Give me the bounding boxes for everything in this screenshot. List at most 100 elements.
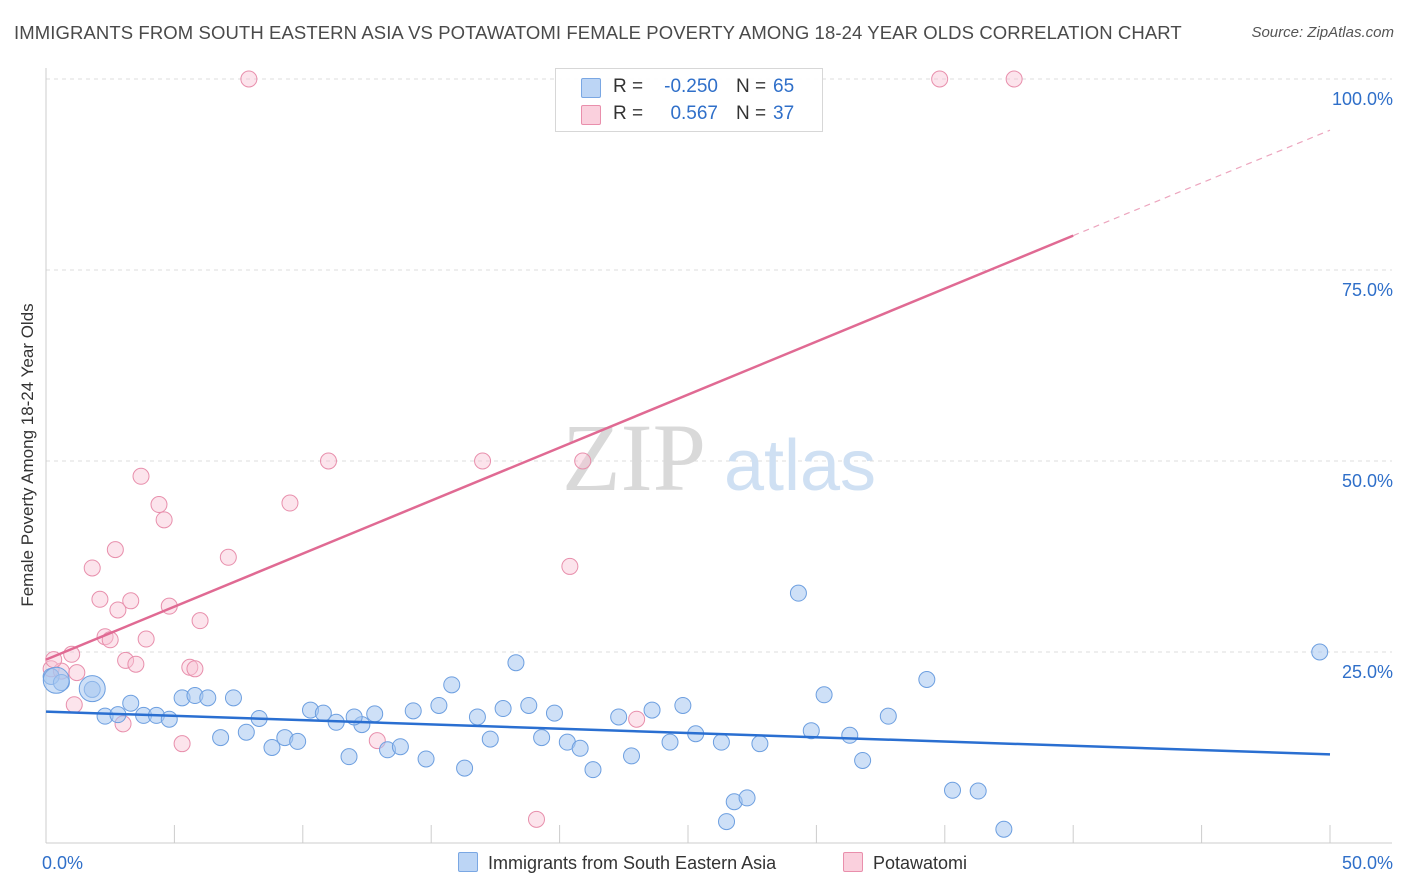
data-point-sea [340, 748, 358, 766]
data-point-sea [584, 761, 602, 779]
data-point-sea [212, 729, 230, 747]
data-point-sea-large [42, 666, 70, 694]
data-point-sea [391, 738, 409, 756]
data-point-sea [160, 710, 178, 728]
data-point-sea [623, 747, 641, 765]
legend-row-pink: R = 0.567 N = 37 [556, 101, 822, 127]
data-point-sea [610, 708, 628, 726]
legend-r-value: 0.567 [670, 103, 718, 124]
data-point-sea [417, 750, 435, 768]
data-point-sea [854, 751, 872, 769]
data-point-sea [879, 707, 897, 725]
data-point-potawatomi [122, 592, 140, 610]
data-point-potawatomi [574, 452, 592, 470]
chart-title: IMMIGRANTS FROM SOUTH EASTERN ASIA VS PO… [14, 22, 1182, 43]
data-point-potawatomi [219, 548, 237, 566]
data-point-potawatomi [83, 559, 101, 577]
bottom-legend-swatch-pink [843, 852, 863, 872]
data-point-sea [533, 729, 551, 747]
data-point-potawatomi [527, 810, 545, 828]
data-point-potawatomi [628, 710, 646, 728]
legend-n-value: 37 [773, 103, 795, 124]
data-point-potawatomi [319, 452, 337, 470]
trend-line-potawatomi-extension [1072, 129, 1331, 237]
bottom-legend-swatch-blue [458, 852, 478, 872]
data-point-sea [199, 689, 217, 707]
data-point-sea-large [78, 675, 106, 703]
data-point-sea [456, 759, 474, 777]
data-point-sea [718, 813, 736, 831]
data-point-sea [643, 701, 661, 719]
data-point-sea [545, 704, 563, 722]
legend-swatch-pink [581, 105, 601, 125]
data-point-potawatomi [106, 541, 124, 559]
data-point-sea [430, 696, 448, 714]
data-point-sea [969, 782, 987, 800]
data-point-sea [712, 733, 730, 751]
x-tick-label: 50.0% [1342, 853, 1393, 873]
data-point-potawatomi [132, 467, 150, 485]
data-point-sea [224, 689, 242, 707]
data-point-sea [918, 671, 936, 689]
legend-swatch-blue [581, 78, 601, 98]
watermark-atlas: atlas [724, 426, 876, 506]
data-point-potawatomi [931, 70, 949, 88]
data-point-potawatomi [109, 601, 127, 619]
bottom-legend-item-pink: Potawatomi [843, 852, 967, 876]
data-point-potawatomi [155, 511, 173, 529]
data-point-sea [815, 686, 833, 704]
data-point-sea [481, 730, 499, 748]
bottom-legend-label: Immigrants from South Eastern Asia [488, 853, 777, 873]
data-point-sea [520, 696, 538, 714]
legend-n-value: 65 [773, 76, 795, 97]
legend-r-label: R = [613, 103, 644, 124]
data-point-potawatomi [173, 735, 191, 753]
data-point-sea [571, 739, 589, 757]
watermark-zip: ZIP [562, 404, 706, 511]
y-tick-label: 75.0% [1342, 280, 1393, 300]
data-point-potawatomi [191, 612, 209, 630]
legend-n-label: N = [736, 76, 767, 97]
data-point-sea [995, 820, 1013, 838]
data-point-potawatomi [65, 696, 83, 714]
data-point-potawatomi [127, 655, 145, 673]
data-point-potawatomi [137, 630, 155, 648]
data-point-sea [507, 654, 525, 672]
data-point-potawatomi [117, 651, 135, 669]
data-point-sea [789, 584, 807, 602]
data-point-sea [661, 733, 679, 751]
data-point-potawatomi [474, 452, 492, 470]
legend-r-value: -0.250 [664, 76, 718, 97]
data-point-potawatomi [281, 494, 299, 512]
data-point-potawatomi [1005, 70, 1023, 88]
data-point-sea [237, 723, 255, 741]
points [42, 70, 1329, 838]
data-point-sea [443, 676, 461, 694]
data-point-sea [404, 702, 422, 720]
data-point-potawatomi [561, 557, 579, 575]
bottom-legend-item-blue: Immigrants from South Eastern Asia [458, 852, 776, 876]
trend-lines [45, 129, 1331, 756]
data-point-potawatomi [240, 70, 258, 88]
bottom-legend-label: Potawatomi [873, 853, 968, 873]
x-tick-label: 0.0% [42, 853, 83, 873]
trend-line-potawatomi [45, 234, 1074, 661]
chart-source: Source: ZipAtlas.com [1251, 24, 1394, 41]
y-tick-label: 50.0% [1342, 471, 1393, 491]
data-point-sea [494, 700, 512, 718]
data-point-potawatomi [186, 660, 204, 678]
data-point-sea [738, 789, 756, 807]
data-point-sea [263, 739, 281, 756]
legend-n-label: N = [736, 103, 767, 124]
axes [45, 68, 1392, 844]
data-point-sea [802, 722, 820, 740]
data-point-sea [841, 726, 859, 744]
correlation-legend: R = -0.250 N = 65 R = 0.567 N = 37 [555, 68, 823, 132]
y-tick-label: 25.0% [1342, 662, 1393, 682]
watermark: ZIP atlas [562, 404, 876, 511]
tick-labels: 25.0% 50.0% 75.0% 100.0% 0.0% 50.0% [42, 89, 1393, 873]
grid-lines [46, 78, 1392, 653]
data-point-potawatomi [150, 496, 168, 514]
data-point-sea [674, 696, 692, 714]
data-point-potawatomi [68, 664, 86, 682]
